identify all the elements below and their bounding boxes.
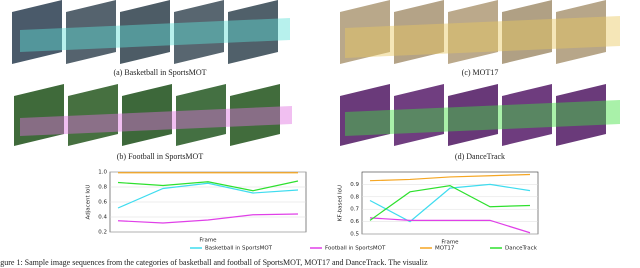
panel-caption: (d) DanceTrack — [455, 152, 505, 161]
legend-label: Basketball in SportsMOT — [205, 246, 273, 252]
series-line — [117, 182, 299, 209]
legend-label: MOT17 — [435, 246, 455, 252]
x-axis-label: Frame — [199, 238, 217, 244]
y-tick-label: 0.5 — [350, 232, 359, 238]
panel-caption: (b) Football in SportsMOT — [117, 152, 204, 161]
series-line — [369, 183, 531, 223]
legend-label: Football in SportsMOT — [325, 246, 386, 252]
image-strip-football — [14, 84, 292, 146]
y-tick-label: 0.2 — [98, 230, 107, 236]
panel-caption: (c) MOT17 — [462, 68, 499, 77]
y-tick-label: 0.8 — [98, 185, 107, 191]
y-tick-label: 0.9 — [350, 182, 359, 188]
series-line — [117, 213, 299, 224]
y-tick-label: 0.4 — [98, 215, 107, 221]
y-tick-label: 0.7 — [350, 207, 359, 213]
series-line — [369, 173, 531, 182]
panel-caption: (a) Basketball in SportsMOT — [113, 68, 206, 77]
series-line — [117, 180, 299, 192]
legend-label: DanceTrack — [505, 246, 538, 252]
y-tick-label: 0.6 — [98, 200, 107, 206]
x-axis-label: Frame — [441, 240, 459, 246]
y-tick-label: 0.8 — [350, 194, 359, 200]
image-strip-basketball — [12, 0, 290, 64]
image-strip-mot17 — [340, 0, 620, 64]
series-line — [369, 185, 531, 221]
series-line — [369, 217, 531, 234]
y-tick-label: 1.0 — [98, 170, 107, 176]
y-axis-label: Adjacent IoU — [86, 185, 92, 220]
plot-frame — [361, 171, 539, 235]
figure-caption: igure 1: Sample image sequences from the… — [0, 258, 428, 267]
image-strip-dancetrack — [340, 84, 620, 146]
y-axis-label: KF-based IoU — [338, 185, 344, 221]
y-tick-label: 0.6 — [350, 219, 359, 225]
